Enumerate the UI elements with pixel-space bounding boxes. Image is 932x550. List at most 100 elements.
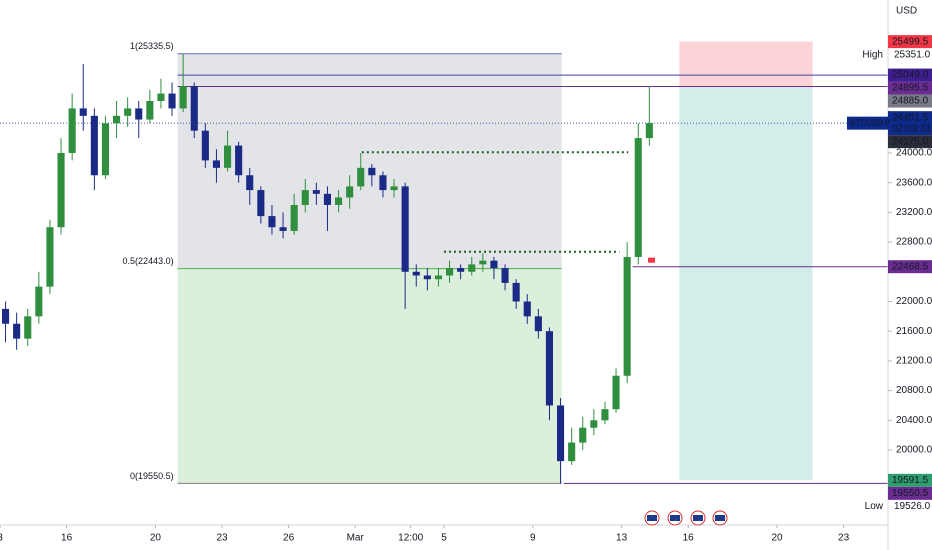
price-label: 22468.5 [892, 261, 929, 272]
x-tick-label: 9 [530, 533, 536, 544]
current-price: 24401.5 [892, 112, 929, 123]
flag [670, 515, 680, 521]
candle-body [401, 186, 409, 272]
candle-body [46, 227, 54, 287]
price-label-box [888, 473, 932, 487]
x-tick-label: 23 [838, 533, 850, 544]
candle-body [79, 108, 87, 116]
candle-body [257, 190, 265, 217]
candle-body [579, 427, 587, 443]
price-label-box [888, 68, 932, 82]
candle-body [357, 167, 365, 187]
x-tick-label: 20 [771, 533, 783, 544]
candle-body [457, 268, 465, 272]
candle-body [612, 375, 620, 410]
candle-body [101, 123, 110, 176]
candle-body [146, 100, 154, 120]
price-label: 24885.0 [892, 96, 929, 107]
price-label: 24895.5 [892, 83, 929, 94]
x-tick-label: Mar [347, 533, 365, 544]
candle-body [279, 227, 287, 231]
candle-body [312, 190, 320, 194]
candle-body [323, 193, 332, 205]
flag [693, 515, 703, 521]
price-label-box [888, 81, 932, 95]
countdown: 02:03:31 [892, 123, 931, 134]
fib-label: 1(25335.5) [130, 41, 174, 51]
x-tick-label: 26 [283, 533, 295, 544]
extreme-tag: Low [865, 501, 884, 512]
flag [715, 515, 725, 521]
x-tick-label: 3 [0, 533, 3, 544]
flag [647, 515, 657, 521]
x-tick-label: 20 [150, 533, 162, 544]
candles [1, 53, 653, 484]
candle-body [24, 316, 32, 339]
price-label-box [888, 94, 932, 108]
price-label: 25499.5 [892, 36, 929, 47]
y-tick-label: 24000.0 [896, 148, 932, 159]
candle-body [13, 323, 21, 339]
candle-body [35, 286, 43, 317]
candle-body [623, 256, 631, 376]
x-tick-label: 23 [216, 533, 228, 544]
target-zone [679, 87, 813, 481]
event-icons [644, 510, 728, 526]
candle-body [556, 405, 565, 462]
candle-body [534, 316, 542, 332]
candle-body [445, 268, 454, 276]
candle-body [179, 86, 187, 109]
y-tick-label: 23600.0 [896, 177, 932, 188]
candle-body [235, 145, 243, 176]
candle-body [512, 282, 520, 302]
candle-body [190, 86, 198, 131]
candle-body [479, 260, 487, 265]
candle-body [112, 115, 121, 124]
candle-body [412, 271, 420, 276]
y-tick-label: 22800.0 [896, 237, 932, 248]
price-label-box [888, 260, 932, 274]
y-tick-label: 20000.0 [896, 445, 932, 456]
candle-body [223, 145, 232, 168]
currency: USD [896, 6, 917, 17]
fib-label: 0(19550.5) [130, 471, 174, 481]
y-tick-label: 20800.0 [896, 385, 932, 396]
y-tick-label: 21200.0 [896, 356, 932, 367]
candle-body [468, 264, 476, 272]
x-tick-label: 16 [61, 533, 73, 544]
candle-body [379, 175, 387, 191]
candle-body [157, 93, 165, 101]
symbol-box [847, 116, 888, 130]
current-price-box [888, 111, 932, 136]
candle-body [501, 268, 509, 283]
candle-body [368, 167, 376, 176]
candle-body [634, 138, 642, 257]
symbol: BTCUSD.P [850, 118, 890, 127]
price-label-box [888, 35, 932, 49]
candle-body [490, 260, 498, 269]
y-tick-label: 22000.0 [896, 296, 932, 307]
candle-body [390, 186, 398, 191]
price-label-box [888, 135, 932, 149]
candle-body [523, 301, 531, 317]
candle-body [168, 93, 176, 109]
extreme-tag: High [862, 49, 883, 60]
price-label: 25049.0 [892, 70, 929, 81]
y-tick-label: 23200.0 [896, 207, 932, 218]
candle-body [601, 409, 609, 421]
extreme-price: 25351.0 [894, 49, 931, 60]
candle-body [212, 160, 221, 168]
x-tick-label: 5 [441, 533, 447, 544]
extreme-price: 19526.0 [894, 501, 931, 512]
y-tick-label: 20400.0 [896, 415, 932, 426]
stop-zone [679, 41, 813, 88]
candle-body [1, 308, 10, 324]
price-label: 24175.0 [892, 136, 929, 147]
fib-zone-lower [177, 268, 562, 484]
candle-body [590, 420, 598, 428]
candle-body [346, 186, 354, 198]
candle-body [246, 175, 254, 191]
price-label-box [888, 486, 932, 500]
